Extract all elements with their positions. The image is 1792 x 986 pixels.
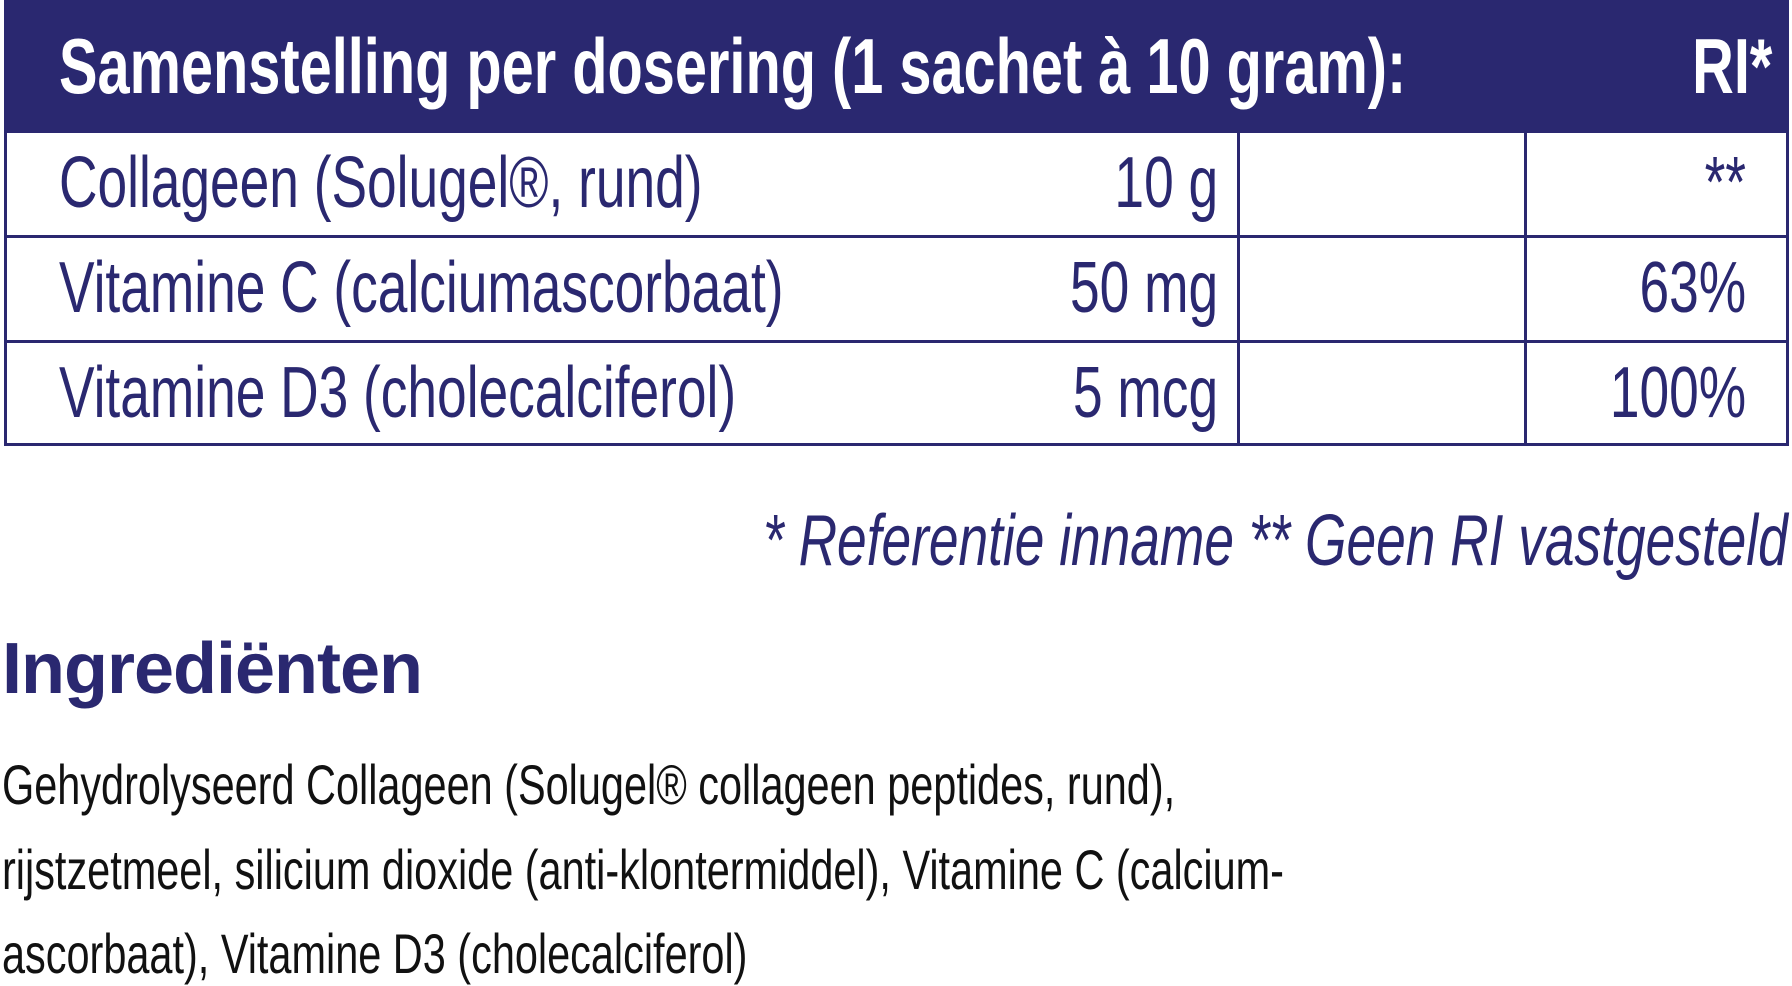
- composition-table: Samenstelling per dosering (1 sachet à 1…: [4, 0, 1789, 446]
- footnote: * Referentie inname ** Geen RI vastgeste…: [763, 501, 1788, 581]
- table-header: Samenstelling per dosering (1 sachet à 1…: [7, 3, 1786, 130]
- nutrient-name: Vitamine C (calciumascorbaat): [59, 248, 784, 328]
- nutrient-name: Vitamine D3 (cholecalciferol): [59, 353, 737, 433]
- ingredients-line: rijstzetmeel, silicium dioxide (anti-klo…: [2, 838, 1284, 901]
- header-title: Samenstelling per dosering (1 sachet à 1…: [59, 22, 1407, 110]
- nutrient-amount: 10 g: [1114, 143, 1218, 223]
- column-divider: [1524, 130, 1527, 443]
- table-row: Vitamine D3 (cholecalciferol) 5 mcg 100%: [7, 340, 1786, 445]
- ingredients-line: ascorbaat), Vitamine D3 (cholecalciferol…: [2, 922, 748, 985]
- nutrient-amount: 50 mg: [1069, 248, 1218, 328]
- ingredients-title: Ingrediënten: [2, 629, 423, 709]
- ingredients-line: Gehydrolyseerd Collageen (Solugel® colla…: [2, 753, 1176, 816]
- nutrient-name: Collageen (Solugel®, rund): [59, 143, 703, 223]
- nutrient-ri: 63%: [1639, 248, 1746, 328]
- table-row: Vitamine C (calciumascorbaat) 50 mg 63%: [7, 235, 1786, 340]
- header-ri: RI*: [1691, 22, 1772, 110]
- column-divider: [1237, 130, 1240, 443]
- nutrient-ri: 100%: [1609, 353, 1746, 433]
- nutrient-ri: **: [1704, 143, 1746, 223]
- nutrient-amount: 5 mcg: [1072, 353, 1218, 433]
- table-row: Collageen (Solugel®, rund) 10 g **: [7, 130, 1786, 235]
